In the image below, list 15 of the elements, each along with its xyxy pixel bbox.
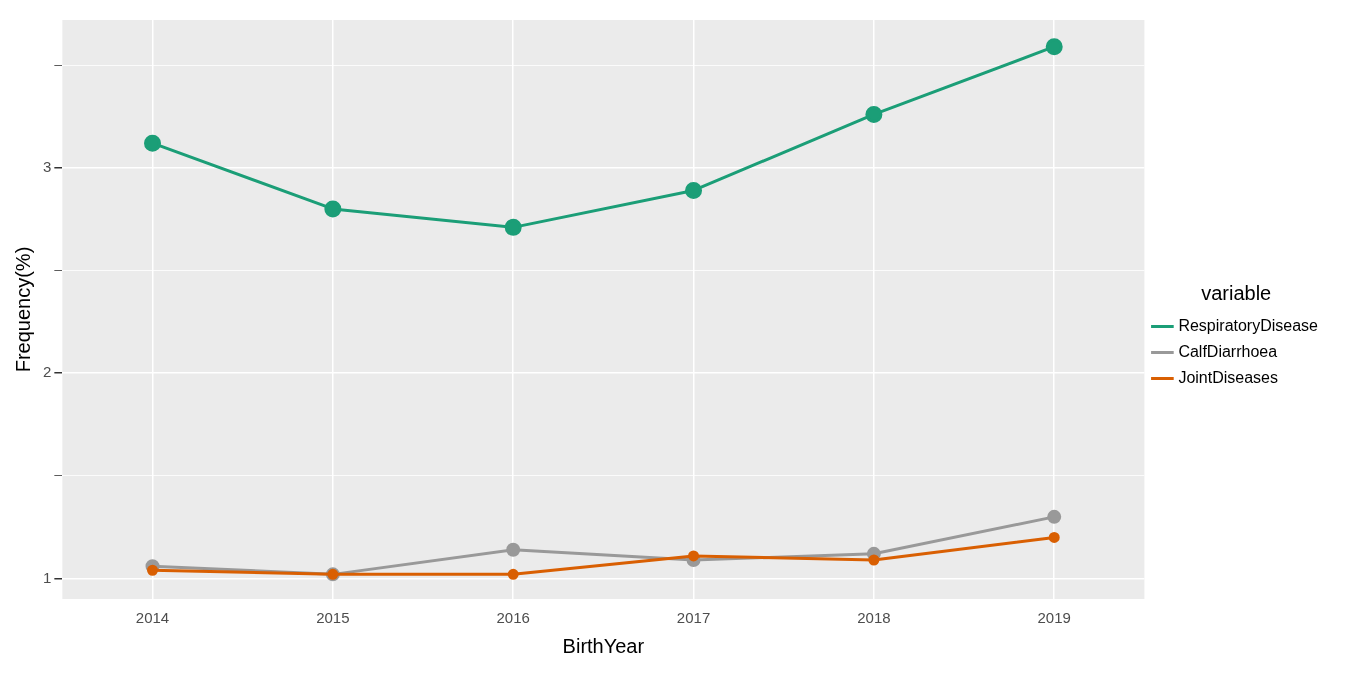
x-tick-label: 2019 bbox=[1037, 609, 1071, 627]
legend-label: CalfDiarrhoea bbox=[1178, 342, 1278, 360]
legend-label: JointDiseases bbox=[1178, 368, 1278, 386]
x-tick-label: 2018 bbox=[857, 609, 891, 627]
legend-title: variable bbox=[1201, 282, 1272, 305]
x-tick-label: 2016 bbox=[496, 609, 530, 627]
y-tick-label: 3 bbox=[43, 157, 52, 175]
legend-label: RespiratoryDisease bbox=[1178, 316, 1319, 334]
x-tick-label: 2014 bbox=[135, 609, 170, 627]
y-tick-label: 1 bbox=[43, 568, 52, 586]
x-tick-label: 2017 bbox=[676, 609, 711, 627]
x-axis-title: BirthYear bbox=[562, 634, 645, 657]
y-axis-title: Frequency(%) bbox=[11, 246, 34, 373]
y-tick-label: 2 bbox=[43, 363, 52, 381]
x-tick-label: 2015 bbox=[316, 609, 350, 627]
